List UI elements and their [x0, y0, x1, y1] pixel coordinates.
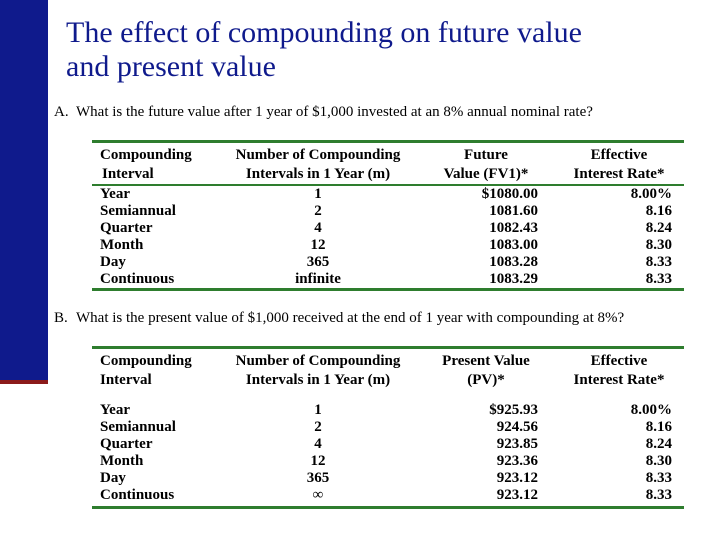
table-b-spacer	[92, 390, 684, 402]
present-value-table: Compounding Interval Number of Compoundi…	[92, 346, 684, 509]
header-b-value: Present Value (PV)*	[442, 353, 530, 388]
question-b-text: What is the present value of $1,000 rece…	[76, 310, 625, 326]
table-row: Month 12 1083.00 8.30	[100, 237, 672, 253]
table-a-header-rule	[92, 184, 684, 186]
table-row: Continuous infinite 1083.29 8.33	[100, 271, 672, 287]
header-a-value: Future Value (FV1)*	[443, 147, 529, 182]
question-b: B. What is the present value of $1,000 re…	[54, 309, 624, 327]
left-accent-bar	[0, 0, 48, 384]
header-a-interval: Compounding Interval	[100, 147, 192, 182]
table-a-top-rule	[92, 140, 684, 143]
header-b-rate: Effective Interest Rate*	[573, 353, 665, 388]
question-b-letter: B.	[54, 310, 68, 326]
slide-title: The effect of compounding on future valu…	[66, 16, 706, 84]
question-a: A. What is the future value after 1 year …	[54, 103, 593, 121]
left-bar-bottom-accent	[0, 380, 48, 384]
future-value-table: Compounding Interval Number of Compoundi…	[92, 140, 684, 291]
header-b-count: Number of Compounding Intervals in 1 Yea…	[235, 353, 401, 388]
table-row: Quarter 4 923.85 8.24	[100, 436, 672, 452]
table-a-bottom-rule	[92, 288, 684, 291]
table-row: Day 365 923.12 8.33	[100, 470, 672, 486]
title-line-2: and present value	[66, 50, 276, 83]
table-b-top-rule	[92, 346, 684, 349]
title-line-1: The effect of compounding on future valu…	[66, 16, 582, 49]
table-row: Year 1 $925.93 8.00%	[100, 402, 672, 418]
header-a-rate: Effective Interest Rate*	[573, 147, 665, 182]
table-b-bottom-rule	[92, 506, 684, 509]
table-a-body: Year 1 $1080.00 8.00% Semiannual 2 1081.…	[92, 186, 684, 288]
table-row: Continuous ∞ 923.12 8.33	[100, 487, 672, 503]
table-b-body: Year 1 $925.93 8.00% Semiannual 2 924.56…	[92, 402, 684, 506]
table-row: Semiannual 2 1081.60 8.16	[100, 203, 672, 219]
header-b-interval: Compounding Interval	[100, 353, 192, 388]
table-b-header: Compounding Interval Number of Compoundi…	[92, 349, 684, 390]
header-a-count: Number of Compounding Intervals in 1 Yea…	[235, 147, 401, 182]
table-row: Quarter 4 1082.43 8.24	[100, 220, 672, 236]
table-row: Semiannual 2 924.56 8.16	[100, 419, 672, 435]
question-a-letter: A.	[54, 104, 69, 120]
table-row: Day 365 1083.28 8.33	[100, 254, 672, 270]
question-a-text: What is the future value after 1 year of…	[76, 104, 593, 120]
table-row: Year 1 $1080.00 8.00%	[100, 186, 672, 202]
table-row: Month 12 923.36 8.30	[100, 453, 672, 469]
table-a-header: Compounding Interval Number of Compoundi…	[92, 143, 684, 184]
